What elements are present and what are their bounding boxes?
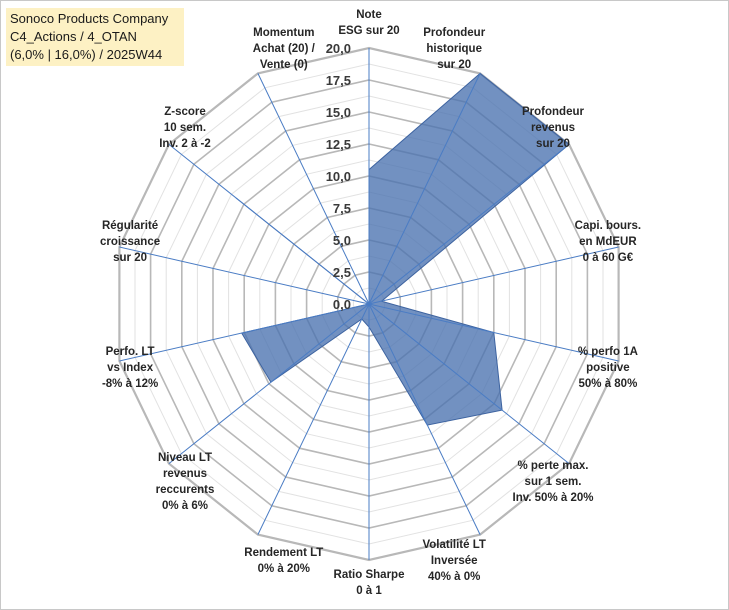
tick-label: 7,5 [333,201,351,216]
tick-label: 10,0 [326,169,351,184]
axis-label-10: Perfo. LT vs Index -8% à 12% [102,346,158,390]
spokes [119,48,619,560]
axis-label-0: Note ESG sur 20 [338,9,399,37]
axis-label-line: 0 à 60 G€ [583,252,634,264]
axis-label-line: Inv. 2 à -2 [159,138,211,150]
axis-label-line: 40% à 0% [428,571,480,583]
axis-label-12: Z-score 10 sem. Inv. 2 à -2 [159,106,211,150]
axis-label-7: Ratio Sharpe 0 à 1 [334,569,405,597]
axis-label-line: 0% à 20% [258,563,310,575]
axis-label-line: Inversée [431,555,478,567]
axis-label-line: % perte max. [518,460,589,472]
tick-labels: 0,0 2,5 5,0 7,5 10,0 12,5 15,0 17,5 20,0 [326,41,351,312]
axis-label-line: Régularité [102,220,158,232]
axis-label-8: Rendement LT 0% à 20% [244,547,323,575]
spoke [168,144,370,305]
axis-label-line: en MdEUR [579,236,637,248]
axis-label-line: Ratio Sharpe [334,569,405,581]
axis-label-line: sur 20 [437,59,471,71]
axis-label-11: Régularité croissance sur 20 [100,220,160,264]
axis-label-line: revenus [163,468,207,480]
spoke [368,303,619,362]
axis-label-line: Profondeur [423,27,485,39]
title-line-3: (6,0% | 16,0%) / 2025W44 [10,47,163,62]
axis-label-line: Z-score [164,106,206,118]
axis-label-line: Vente (0) [260,59,308,71]
axis-label-line: Profondeur [522,106,584,118]
axis-label-line: Capi. bours. [575,220,641,232]
title-line-1: Sonoco Products Company [10,11,169,26]
axis-label-line: 0 à 1 [356,585,382,597]
axis-label-9: Niveau LT revenus reccurents 0% à 6% [156,452,215,512]
tick-label: 2,5 [333,265,351,280]
axis-label-6: Volatilité LT Inversée 40% à 0% [422,539,485,583]
axis-label-line: 50% à 80% [578,378,637,390]
axis-labels: Note ESG sur 20 Profondeur historique sur 20… [100,9,641,597]
spoke [368,73,481,305]
axis-label-line: positive [586,362,629,374]
axis-label-line: 10 sem. [164,122,206,134]
spoke [257,73,370,305]
axis-label-1: Profondeur historique sur 20 [423,27,485,71]
axis-label-line: vs Index [107,362,154,374]
axis-label-line: sur 1 sem. [525,476,582,488]
axis-label-line: Achat (20) / [253,43,316,55]
title-line-2: C4_Actions / 4_OTAN [10,29,137,44]
spoke [119,303,370,362]
axis-label-3: Capi. bours. en MdEUR 0 à 60 G€ [575,220,641,264]
axis-label-line: croissance [100,236,160,248]
axis-label-line: Niveau LT [158,452,212,464]
axis-label-5: % perte max. sur 1 sem. Inv. 50% à 20% [513,460,594,504]
axis-label-line: Volatilité LT [422,539,485,551]
axis-label-line: revenus [531,122,575,134]
tick-label: 12,5 [326,137,351,152]
tick-label: 17,5 [326,73,351,88]
spoke [119,246,370,305]
axis-label-4: % perfo 1A positive 50% à 80% [578,346,638,390]
spoke [257,303,370,535]
axis-label-line: Rendement LT [244,547,323,559]
axis-label-line: Perfo. LT [106,346,155,358]
tick-label: 5,0 [333,233,351,248]
axis-label-line: sur 20 [536,138,570,150]
axis-label-line: Inv. 50% à 20% [513,492,594,504]
axis-label-line: reccurents [156,484,215,496]
axis-label-line: Momentum [253,27,314,39]
axis-label-line: ESG sur 20 [338,25,399,37]
spoke [368,303,481,535]
axis-label-line: sur 20 [113,252,147,264]
spoke [368,144,570,305]
tick-label: 0,0 [333,297,351,312]
axis-label-2: Profondeur revenus sur 20 [522,106,584,150]
spoke [368,303,570,464]
spoke [368,246,619,305]
tick-label: 20,0 [326,41,351,56]
axis-label-line: Note [356,9,382,21]
axis-label-line: % perfo 1A [578,346,638,358]
series-area [235,72,570,426]
series-area-0 [235,72,570,426]
spoke [168,303,370,464]
axis-label-line: 0% à 6% [162,500,208,512]
tick-label: 15,0 [326,105,351,120]
axis-label-line: -8% à 12% [102,378,158,390]
title-box: Sonoco Products Company C4_Actions / 4_O… [6,8,184,66]
axis-label-line: historique [426,43,482,55]
axis-label-13: Momentum Achat (20) / Vente (0) [253,27,316,71]
